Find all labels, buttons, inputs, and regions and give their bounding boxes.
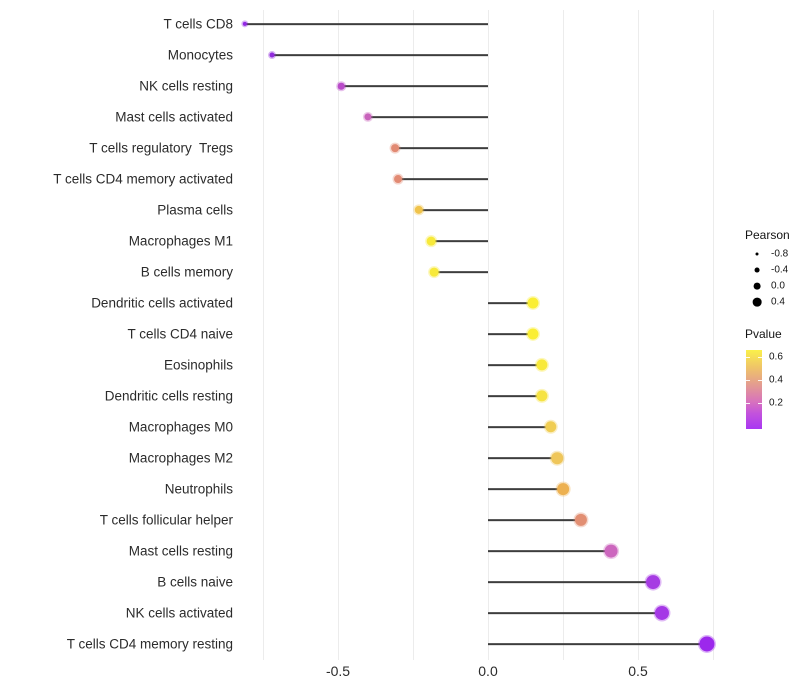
lollipop-stick <box>488 395 542 397</box>
gridline <box>487 10 489 660</box>
lollipop-stick <box>488 488 563 490</box>
lollipop-stick <box>488 426 551 428</box>
lollipop-dot <box>536 359 548 371</box>
y-axis-label: Dendritic cells resting <box>104 388 233 404</box>
lollipop-dot <box>557 483 569 495</box>
legend-size-label: 0.4 <box>771 296 785 308</box>
lollipop-stick <box>488 364 542 366</box>
lollipop-stick <box>488 302 533 304</box>
lollipop-dot <box>429 267 439 277</box>
lollipop-stick <box>488 333 533 335</box>
x-axis-tick-label: 0.5 <box>628 663 648 679</box>
y-axis-label: Eosinophils <box>163 357 233 373</box>
lollipop-stick <box>419 209 488 211</box>
lollipop-dot <box>545 421 557 433</box>
lollipop-dot <box>394 175 402 183</box>
legend-size-dot <box>755 252 759 256</box>
legend-pearson-title: Pearson <box>745 228 790 242</box>
y-axis-label: T cells follicular helper <box>99 512 233 528</box>
legend-size-label: -0.8 <box>771 248 789 260</box>
lollipop-stick <box>431 240 488 242</box>
colorbar-tick-label: 0.4 <box>769 374 783 386</box>
legend-size-label: -0.4 <box>771 264 789 276</box>
colorbar-tick <box>746 357 750 359</box>
lollipop-dot <box>426 236 436 246</box>
gridline <box>712 10 714 660</box>
gridline <box>337 10 339 660</box>
lollipop-dot <box>604 544 618 558</box>
legend-size-dot <box>754 267 760 273</box>
lollipop-dot <box>527 297 539 309</box>
lollipop-dot <box>414 205 424 215</box>
legend-size-dot <box>753 282 761 290</box>
y-axis-label: T cells CD4 memory resting <box>66 636 233 652</box>
lollipop-stick <box>398 178 488 180</box>
x-axis-tick-label: -0.5 <box>325 663 351 679</box>
y-axis-label: Monocytes <box>167 47 233 63</box>
y-axis-label: T cells regulatory Tregs <box>89 140 233 156</box>
lollipop-dot <box>364 113 372 121</box>
lollipop-stick <box>488 643 707 645</box>
y-axis-label: T cells CD4 naive <box>127 326 233 342</box>
legend-size-label: 0.0 <box>771 280 785 292</box>
lollipop-dot <box>527 328 539 340</box>
colorbar-tick-label: 0.2 <box>769 397 783 409</box>
gridline <box>562 10 564 660</box>
y-axis-label: Macrophages M0 <box>128 419 233 435</box>
lollipop-stick <box>488 612 662 614</box>
lollipop-stick <box>488 519 581 521</box>
lollipop-stick <box>488 457 557 459</box>
lollipop-dot <box>269 52 275 58</box>
lollipop-dot <box>391 144 399 152</box>
y-axis-label: Mast cells activated <box>115 109 233 125</box>
colorbar-tick <box>758 402 762 404</box>
y-axis-label: B cells naive <box>157 574 233 590</box>
lollipop-stick <box>245 23 488 25</box>
y-axis-label: NK cells resting <box>139 78 233 94</box>
lollipop-stick <box>434 271 488 273</box>
gridline <box>637 10 639 660</box>
lollipop-stick <box>488 581 653 583</box>
y-axis-label: Plasma cells <box>157 202 233 218</box>
colorbar-tick <box>746 379 750 381</box>
y-axis-label: Neutrophils <box>164 481 233 497</box>
x-axis-tick-label: 0.0 <box>478 663 498 679</box>
y-axis-label: Dendritic cells activated <box>91 295 233 311</box>
colorbar-tick-label: 0.6 <box>769 351 783 363</box>
lollipop-dot <box>699 636 715 652</box>
lollipop-stick <box>368 116 488 118</box>
lollipop-dot <box>536 390 548 402</box>
legend-size-dot <box>752 297 762 307</box>
colorbar-tick <box>758 357 762 359</box>
lollipop-dot <box>574 513 588 527</box>
lollipop-dot <box>551 452 563 464</box>
lollipop-stick <box>341 85 488 87</box>
y-axis-label: T cells CD4 memory activated <box>53 171 233 187</box>
pvalue-colorbar <box>746 350 762 429</box>
y-axis-label: Macrophages M2 <box>128 450 233 466</box>
colorbar-tick <box>758 379 762 381</box>
y-axis-label: Mast cells resting <box>128 543 233 559</box>
y-axis-label: T cells CD8 <box>163 16 233 32</box>
lollipop-stick <box>395 147 488 149</box>
gridline <box>262 10 264 660</box>
lollipop-stick <box>488 550 611 552</box>
lollipop-dot <box>337 82 345 90</box>
lollipop-dot <box>654 605 670 621</box>
y-axis-label: NK cells activated <box>125 605 233 621</box>
colorbar-tick <box>746 402 750 404</box>
lollipop-stick <box>272 54 488 56</box>
lollipop-dot <box>646 575 660 589</box>
y-axis-label: Macrophages M1 <box>128 233 233 249</box>
gridline <box>412 10 414 660</box>
legend-pvalue-title: Pvalue <box>745 327 782 341</box>
lollipop-dot <box>242 21 248 27</box>
y-axis-label: B cells memory <box>140 264 233 280</box>
